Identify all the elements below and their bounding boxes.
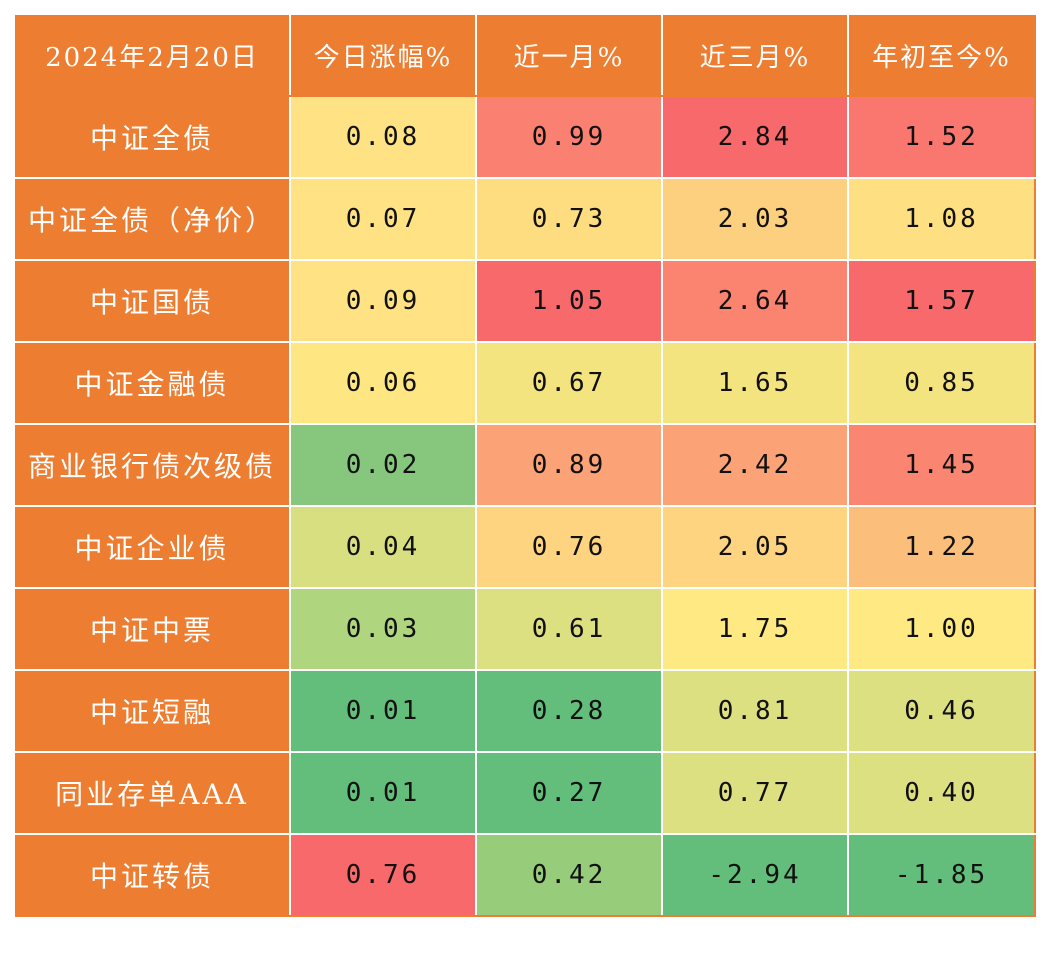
value-cell: 0.27 bbox=[475, 751, 663, 835]
value-cell: -1.85 bbox=[847, 833, 1036, 917]
header-date: 2024年2月20日 bbox=[15, 15, 291, 97]
table-row: 同业存单AAA 0.01 0.27 0.77 0.40 bbox=[15, 751, 1036, 835]
value-cell: 1.08 bbox=[847, 177, 1036, 261]
value-cell: 0.04 bbox=[289, 505, 477, 589]
table-row: 中证短融 0.01 0.28 0.81 0.46 bbox=[15, 669, 1036, 753]
value-cell: 0.40 bbox=[847, 751, 1036, 835]
value-cell: 2.42 bbox=[661, 423, 849, 507]
value-cell: 0.81 bbox=[661, 669, 849, 753]
row-label: 中证转债 bbox=[15, 833, 291, 917]
header-today-change: 今日涨幅% bbox=[289, 15, 477, 97]
header-ytd: 年初至今% bbox=[847, 15, 1036, 97]
value-cell: -2.94 bbox=[661, 833, 849, 917]
value-cell: 0.46 bbox=[847, 669, 1036, 753]
row-label: 同业存单AAA bbox=[15, 751, 291, 835]
value-cell: 1.52 bbox=[847, 96, 1036, 179]
value-cell: 2.03 bbox=[661, 177, 849, 261]
row-label: 中证企业债 bbox=[15, 505, 291, 589]
value-cell: 0.73 bbox=[475, 177, 663, 261]
value-cell: 0.03 bbox=[289, 587, 477, 671]
value-cell: 0.02 bbox=[289, 423, 477, 507]
value-cell: 0.76 bbox=[475, 505, 663, 589]
value-cell: 0.28 bbox=[475, 669, 663, 753]
table-body: 中证全债 0.08 0.99 2.84 1.52 中证全债（净价） 0.07 0.73 2.03… bbox=[15, 96, 1036, 917]
heatmap-table: 2024年2月20日 今日涨幅% 近一月% 近三月% 年初至今% 中证全债 0.0… bbox=[15, 15, 1036, 917]
table-row: 中证国债 0.09 1.05 2.64 1.57 bbox=[15, 259, 1036, 343]
value-cell: 0.77 bbox=[661, 751, 849, 835]
value-cell: 2.64 bbox=[661, 259, 849, 343]
table-row: 中证金融债 0.06 0.67 1.65 0.85 bbox=[15, 341, 1036, 425]
row-label: 中证短融 bbox=[15, 669, 291, 753]
value-cell: 0.01 bbox=[289, 669, 477, 753]
value-cell: 0.01 bbox=[289, 751, 477, 835]
value-cell: 0.89 bbox=[475, 423, 663, 507]
value-cell: 0.67 bbox=[475, 341, 663, 425]
header-row: 2024年2月20日 今日涨幅% 近一月% 近三月% 年初至今% bbox=[15, 15, 1036, 97]
value-cell: 1.75 bbox=[661, 587, 849, 671]
value-cell: 0.76 bbox=[289, 833, 477, 917]
table-row: 中证转债 0.76 0.42 -2.94 -1.85 bbox=[15, 833, 1036, 917]
value-cell: 0.06 bbox=[289, 341, 477, 425]
table-row: 中证中票 0.03 0.61 1.75 1.00 bbox=[15, 587, 1036, 671]
header-three-month: 近三月% bbox=[661, 15, 849, 97]
value-cell: 0.85 bbox=[847, 341, 1036, 425]
value-cell: 1.05 bbox=[475, 259, 663, 343]
row-label: 中证中票 bbox=[15, 587, 291, 671]
value-cell: 0.08 bbox=[289, 96, 477, 179]
value-cell: 1.22 bbox=[847, 505, 1036, 589]
value-cell: 2.84 bbox=[661, 96, 849, 179]
table-row: 中证全债（净价） 0.07 0.73 2.03 1.08 bbox=[15, 177, 1036, 261]
value-cell: 1.65 bbox=[661, 341, 849, 425]
table-row: 中证全债 0.08 0.99 2.84 1.52 bbox=[15, 96, 1036, 179]
row-label: 中证全债（净价） bbox=[15, 177, 291, 261]
value-cell: 0.42 bbox=[475, 833, 663, 917]
value-cell: 1.00 bbox=[847, 587, 1036, 671]
row-label: 中证金融债 bbox=[15, 341, 291, 425]
value-cell: 0.07 bbox=[289, 177, 477, 261]
value-cell: 0.99 bbox=[475, 96, 663, 179]
row-label: 中证全债 bbox=[15, 96, 291, 179]
value-cell: 0.61 bbox=[475, 587, 663, 671]
row-label: 商业银行债次级债 bbox=[15, 423, 291, 507]
bond-index-heatmap-table: 2024年2月20日 今日涨幅% 近一月% 近三月% 年初至今% 中证全债 0.0… bbox=[15, 15, 1036, 917]
table-row: 商业银行债次级债 0.02 0.89 2.42 1.45 bbox=[15, 423, 1036, 507]
value-cell: 0.09 bbox=[289, 259, 477, 343]
row-label: 中证国债 bbox=[15, 259, 291, 343]
value-cell: 1.57 bbox=[847, 259, 1036, 343]
value-cell: 2.05 bbox=[661, 505, 849, 589]
header-one-month: 近一月% bbox=[475, 15, 663, 97]
table-row: 中证企业债 0.04 0.76 2.05 1.22 bbox=[15, 505, 1036, 589]
value-cell: 1.45 bbox=[847, 423, 1036, 507]
